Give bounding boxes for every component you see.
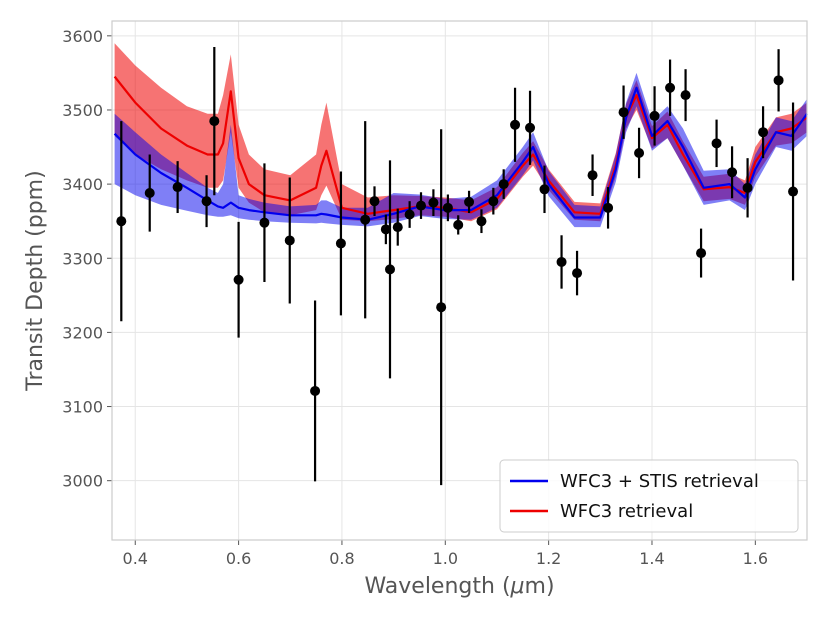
data-point bbox=[649, 110, 660, 121]
x-tick-label: 1.0 bbox=[433, 549, 458, 568]
data-point bbox=[392, 222, 403, 233]
data-point bbox=[385, 264, 395, 275]
y-tick-label: 3600 bbox=[62, 27, 103, 46]
data-point bbox=[665, 82, 676, 93]
data-point bbox=[464, 196, 475, 207]
data-point bbox=[634, 147, 645, 158]
data-point bbox=[711, 138, 722, 149]
data-point bbox=[209, 116, 220, 127]
data-point bbox=[428, 197, 439, 208]
data-point bbox=[201, 196, 212, 207]
y-tick-label: 3500 bbox=[62, 101, 103, 120]
data-point bbox=[556, 256, 567, 267]
y-tick-label: 3000 bbox=[62, 472, 103, 491]
data-point bbox=[680, 90, 691, 101]
data-point bbox=[603, 202, 614, 213]
plot-frame bbox=[111, 20, 808, 541]
data-point bbox=[572, 268, 583, 279]
x-tick-label: 0.4 bbox=[123, 549, 148, 568]
x-tick-label: 1.6 bbox=[743, 549, 768, 568]
y-tick-label: 3300 bbox=[62, 249, 103, 268]
data-point bbox=[587, 170, 598, 181]
axes: Wavelength (μm) Transit Depth (ppm) 0.4 0… bbox=[23, 20, 808, 599]
observations bbox=[116, 46, 799, 486]
retrieval-lines bbox=[113, 75, 808, 221]
data-point bbox=[539, 184, 550, 195]
y-tick-label: 3200 bbox=[62, 323, 103, 342]
data-point bbox=[310, 385, 321, 396]
y-tick-label: 3100 bbox=[62, 398, 103, 417]
x-tick-label: 1.4 bbox=[639, 549, 664, 568]
data-point bbox=[380, 224, 391, 235]
data-point bbox=[172, 182, 183, 193]
data-point bbox=[369, 196, 380, 207]
legend-label-wfc3: WFC3 retrieval bbox=[560, 501, 693, 522]
x-tick-label: 0.8 bbox=[329, 549, 354, 568]
data-point bbox=[788, 186, 799, 197]
data-point bbox=[476, 216, 487, 227]
data-point bbox=[284, 235, 295, 246]
data-point bbox=[233, 274, 244, 285]
data-point bbox=[696, 248, 707, 259]
credible-intervals bbox=[114, 43, 808, 228]
data-point bbox=[442, 202, 453, 213]
band-wfc3-stis bbox=[114, 72, 808, 228]
x-tick-label: 0.6 bbox=[226, 549, 251, 568]
data-point bbox=[758, 127, 769, 138]
data-point bbox=[116, 216, 127, 227]
y-tick-label: 3400 bbox=[62, 175, 103, 194]
data-point bbox=[510, 119, 521, 130]
data-point bbox=[453, 219, 464, 230]
data-point bbox=[742, 182, 753, 193]
data-point bbox=[259, 217, 270, 228]
x-axis-title: Wavelength (μm) bbox=[364, 574, 554, 599]
data-point bbox=[416, 200, 427, 211]
data-point bbox=[727, 167, 738, 178]
legend-box bbox=[499, 459, 799, 533]
data-point bbox=[360, 214, 371, 225]
line-wfc3-stis bbox=[113, 86, 808, 221]
y-axis-title: Transit Depth (ppm) bbox=[23, 170, 48, 391]
legend-label-wfc3-stis: WFC3 + STIS retrieval bbox=[560, 471, 759, 492]
data-point bbox=[436, 302, 447, 313]
data-point bbox=[618, 107, 629, 118]
data-point bbox=[488, 196, 499, 207]
data-point bbox=[144, 188, 155, 199]
data-point bbox=[525, 122, 536, 133]
data-point bbox=[773, 75, 784, 86]
data-point bbox=[404, 209, 415, 220]
data-point bbox=[498, 179, 509, 190]
legend[interactable]: WFC3 + STIS retrieval WFC3 retrieval bbox=[499, 459, 799, 533]
data-point bbox=[335, 238, 346, 249]
x-tick-label: 1.2 bbox=[536, 549, 561, 568]
